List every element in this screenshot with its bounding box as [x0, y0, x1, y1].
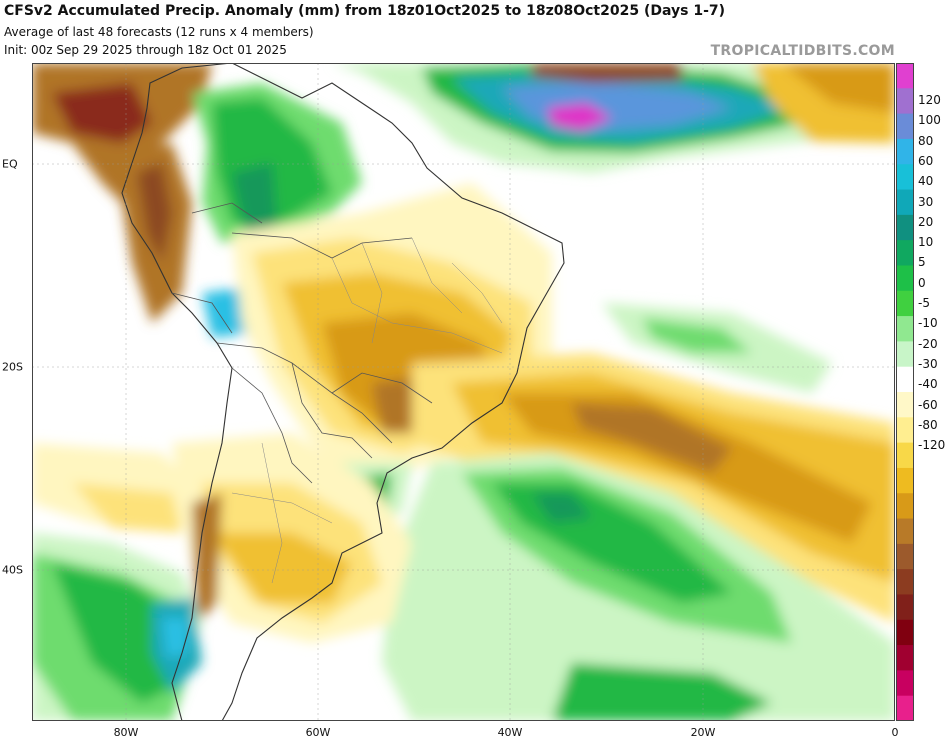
colorbar-label: 0: [918, 275, 926, 290]
colorbar-swatch: [896, 290, 914, 317]
longitude-label: 80W: [113, 726, 139, 739]
colorbar-label: -120: [918, 438, 945, 453]
colorbar-label: 120: [918, 93, 941, 107]
colorbar-label: 10: [918, 235, 934, 250]
colorbar-swatch: [896, 417, 914, 444]
anomaly-shading: [32, 63, 895, 721]
colorbar-label: -80: [918, 417, 938, 432]
colorbar-swatch: [896, 113, 914, 140]
colorbar-swatch: [896, 594, 914, 621]
longitude-label: 60W: [305, 726, 331, 739]
colorbar-label: 100: [918, 113, 941, 128]
colorbar-swatch: [896, 392, 914, 418]
latitude-label: EQ: [2, 157, 18, 171]
colorbar-swatch: [896, 569, 914, 595]
colorbar-label: -10: [918, 316, 938, 331]
map-title: CFSv2 Accumulated Precip. Anomaly (mm) f…: [4, 3, 726, 19]
longitude-label: 20W: [690, 726, 716, 739]
colorbar-swatch: [896, 619, 914, 646]
colorbar-swatch: [896, 341, 914, 368]
colorbar-swatch: [896, 189, 914, 216]
precip-anomaly-map: [32, 63, 895, 721]
latitude-label: 40S: [2, 563, 23, 577]
colorbar-label: -20: [918, 336, 938, 351]
colorbar-swatch: [896, 164, 914, 191]
south-america-outline: [121, 63, 565, 721]
colorbar-swatch: [896, 214, 914, 241]
colorbar-swatch: [896, 493, 914, 520]
map-subtitle: Average of last 48 forecasts (12 runs x …: [4, 25, 314, 39]
colorbar-swatch: [896, 366, 914, 393]
colorbar-swatch: [896, 442, 914, 469]
colorbar-swatch: [896, 88, 914, 115]
colorbar-swatch: [896, 316, 914, 342]
colorbar-swatch: [896, 518, 914, 545]
colorbar-label: 20: [918, 214, 934, 229]
grid-lines: [32, 63, 895, 721]
colorbar-label: 60: [918, 153, 934, 168]
colorbar-label: 40: [918, 174, 934, 189]
latitude-label: 20S: [2, 360, 23, 374]
colorbar-swatch: [896, 645, 914, 671]
colorbar: [896, 63, 914, 721]
colorbar-swatch: [896, 265, 914, 292]
colorbar-label: -60: [918, 397, 938, 412]
colorbar-swatch: [896, 138, 914, 165]
colorbar-swatch: [896, 240, 914, 266]
colorbar-label: 80: [918, 133, 934, 148]
colorbar-swatch: [896, 63, 914, 89]
colorbar-swatch: [896, 467, 914, 494]
colorbar-swatch: [896, 695, 914, 721]
colorbar-label: -5: [918, 296, 930, 310]
colorbar-label: -40: [918, 377, 938, 392]
colorbar-label: 30: [918, 194, 934, 209]
longitude-label: 0: [891, 726, 899, 739]
colorbar-label: 5: [918, 255, 926, 270]
colorbar-label: -30: [918, 356, 938, 371]
state-borders: [231, 237, 503, 584]
init-time-label: Init: 00z Sep 29 2025 through 18z Oct 01…: [4, 43, 287, 57]
colorbar-swatch: [896, 543, 914, 570]
longitude-label: 40W: [497, 726, 523, 739]
credit-watermark: TROPICALTIDBITS.COM: [710, 43, 895, 59]
colorbar-swatch: [896, 670, 914, 697]
